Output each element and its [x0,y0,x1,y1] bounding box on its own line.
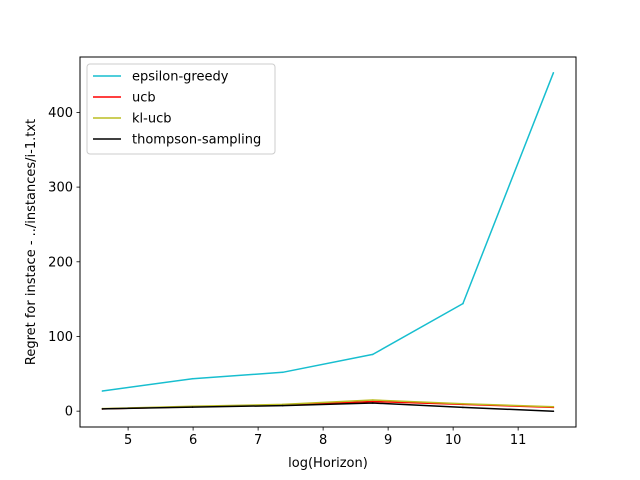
plot-area-frame [79,56,577,428]
x-axis-ticks: 5 6 7 8 9 10 11 [124,427,526,448]
data-point-kl-ucb-4 [462,402,464,405]
data-point-epsilon-greedy-1 [191,377,194,380]
data-point-epsilon-greedy-2 [281,371,284,374]
x-tick-label-7: 7 [254,433,262,448]
series-layer [101,72,555,413]
data-point-epsilon-greedy-3 [372,353,374,356]
x-axis-label: log(Horizon) [288,456,368,471]
data-point-thompson-sampling-1 [191,406,194,408]
legend-label-epsilon-greedy: epsilon-greedy [132,70,229,85]
y-tick-label-200: 200 [48,255,73,270]
legend: epsilon-greedy ucb kl-ucb thompson-sampling [86,63,276,155]
data-point-epsilon-greedy-4 [462,302,464,305]
y-tick-label-300: 300 [48,181,73,196]
y-tick-label-400: 400 [48,106,73,121]
data-point-thompson-sampling-3 [372,402,374,404]
x-tick-label-6: 6 [189,433,197,448]
legend-entries: epsilon-greedy ucb kl-ucb thompson-sampling [93,70,261,148]
legend-label-ucb: ucb [132,91,156,106]
legend-label-kl-ucb: kl-ucb [132,112,171,127]
data-point-kl-ucb-2 [281,403,284,406]
data-point-kl-ucb-5 [552,405,555,408]
data-point-thompson-sampling-4 [462,406,464,409]
y-axis-ticks: 0 100 200 300 400 [48,106,80,420]
x-tick-label-11: 11 [510,433,527,448]
y-axis-label: Regret for instace - ../instances/i-1.tx… [24,119,39,365]
legend-box [86,63,276,155]
x-tick-label-10: 10 [445,433,462,448]
y-tick-label-0: 0 [65,405,73,420]
legend-label-thompson-sampling: thompson-sampling [132,133,261,148]
data-point-kl-ucb-3 [372,399,374,401]
series-line-epsilon-greedy [102,72,555,392]
data-point-epsilon-greedy-5 [552,72,555,74]
x-tick-label-8: 8 [319,433,327,448]
data-point-thompson-sampling-5 [552,410,555,413]
y-tick-label-100: 100 [48,330,73,345]
data-point-ucb-3 [372,400,374,403]
data-point-epsilon-greedy-0 [101,390,104,392]
x-tick-label-9: 9 [384,433,392,448]
x-tick-label-5: 5 [124,433,132,448]
data-point-thompson-sampling-0 [101,408,104,410]
series-line-thompson-sampling [102,402,554,412]
data-point-thompson-sampling-2 [281,404,284,407]
